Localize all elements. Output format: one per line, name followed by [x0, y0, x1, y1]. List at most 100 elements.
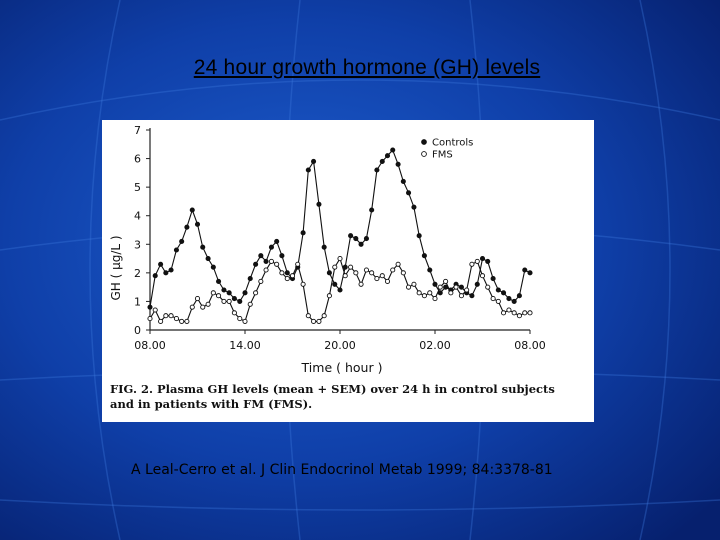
data-point: [495, 287, 501, 293]
series-fms: [147, 256, 533, 324]
data-point: [448, 290, 454, 296]
data-point: [205, 301, 211, 307]
data-point: [253, 290, 259, 296]
data-point: [305, 313, 311, 319]
legend-marker: [421, 139, 427, 145]
data-point: [527, 270, 533, 276]
data-point: [432, 281, 438, 287]
caption-line: FIG. 2. Plasma GH levels (mean + SEM) ov…: [110, 382, 555, 396]
data-point: [194, 221, 201, 227]
data-point: [384, 278, 391, 284]
data-point: [474, 258, 480, 264]
data-point: [210, 264, 216, 270]
data-point: [300, 230, 306, 236]
data-point: [221, 298, 227, 304]
data-point: [479, 256, 486, 262]
y-tick-label: 7: [134, 124, 141, 137]
data-point: [253, 261, 259, 267]
x-ticks: 08.00 14.00 20.00 02.00 08.00: [134, 330, 546, 352]
data-point: [321, 313, 327, 319]
gh-line-chart: 0 1 2 3 4 5 6 7 08.00 14.00 20.00 02.00 08.00 Contr…: [109, 124, 546, 375]
data-point: [527, 310, 533, 316]
data-point: [263, 267, 269, 273]
data-point: [421, 253, 427, 259]
data-point: [258, 253, 264, 259]
data-point: [406, 190, 412, 196]
figure-panel: 0 1 2 3 4 5 6 7 08.00 14.00 20.00 02.00 08.00 Contr…: [102, 120, 594, 422]
data-point: [237, 316, 243, 322]
data-point: [179, 238, 185, 244]
data-point: [400, 178, 406, 184]
y-tick-label: 2: [134, 267, 141, 280]
data-point: [268, 244, 274, 250]
data-point: [316, 201, 322, 207]
data-point: [353, 270, 359, 276]
legend-label: Controls: [432, 138, 473, 149]
data-point: [168, 313, 174, 319]
data-point: [173, 316, 179, 322]
x-tick-label: 08.00: [514, 339, 546, 352]
data-point: [147, 304, 153, 310]
data-point: [490, 296, 496, 302]
data-point: [210, 290, 216, 296]
data-point: [147, 316, 153, 322]
data-point: [337, 256, 343, 262]
data-point: [390, 147, 396, 153]
data-point: [279, 270, 285, 276]
legend-label: FMS: [432, 150, 453, 161]
data-point: [522, 310, 528, 316]
series-layer: [147, 147, 533, 324]
data-point: [511, 310, 517, 316]
data-point: [163, 270, 169, 276]
y-tick-label: 0: [134, 324, 141, 337]
data-point: [369, 270, 375, 276]
data-point: [411, 204, 417, 210]
x-tick-label: 08.00: [134, 339, 166, 352]
data-point: [311, 158, 317, 164]
data-point: [506, 296, 512, 302]
y-axis-label: GH ( μg/L ): [109, 235, 123, 300]
citation: A Leal-Cerro et al. J Clin Endocrinol Me…: [131, 462, 553, 478]
data-point: [184, 318, 190, 324]
x-axis-label: Time ( hour ): [301, 360, 383, 375]
data-point: [237, 298, 243, 304]
data-point: [231, 296, 237, 302]
data-point: [152, 273, 158, 279]
data-point: [469, 261, 475, 267]
data-point: [342, 264, 348, 270]
data-point: [443, 278, 449, 284]
data-point: [173, 247, 179, 253]
data-point: [416, 233, 422, 239]
data-point: [295, 261, 301, 267]
data-point: [516, 293, 522, 299]
data-point: [427, 290, 433, 296]
y-tick-label: 5: [134, 181, 141, 194]
data-point: [506, 307, 512, 313]
data-point: [242, 290, 248, 296]
data-point: [337, 287, 343, 293]
data-point: [189, 207, 195, 213]
data-point: [242, 318, 248, 324]
data-point: [358, 241, 364, 247]
data-point: [374, 167, 380, 173]
data-point: [379, 273, 385, 279]
data-point: [226, 290, 232, 296]
data-point: [305, 167, 311, 173]
data-point: [247, 301, 253, 307]
data-point: [395, 261, 401, 267]
data-point: [326, 293, 332, 299]
data-point: [363, 236, 369, 242]
data-point: [300, 281, 306, 287]
data-point: [369, 207, 375, 213]
data-point: [226, 298, 232, 304]
y-tick-label: 1: [134, 295, 141, 308]
data-point: [474, 281, 480, 287]
y-tick-label: 4: [134, 210, 141, 223]
data-point: [464, 287, 470, 293]
data-point: [363, 267, 369, 273]
data-point: [274, 238, 280, 244]
data-point: [416, 290, 422, 296]
data-point: [200, 304, 206, 310]
data-point: [395, 161, 401, 167]
